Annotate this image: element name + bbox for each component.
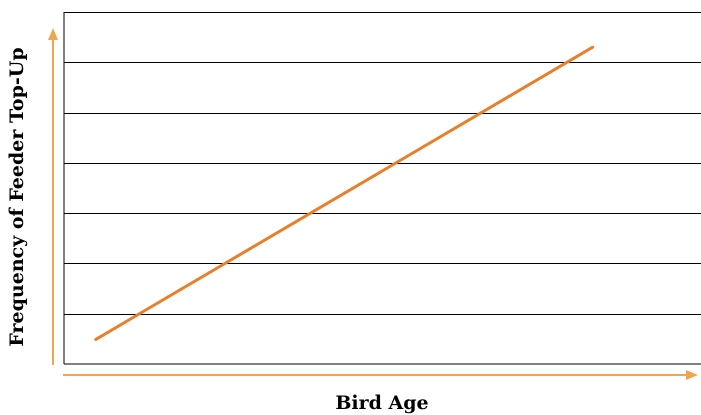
series-line [94, 45, 595, 341]
series-layer [94, 45, 595, 341]
x-axis-arrow [63, 370, 698, 380]
y-axis-title: Frequency of Feeder Top-Up [6, 47, 28, 346]
y-axis-arrow [48, 28, 58, 365]
x-axis-title: Bird Age [335, 392, 428, 414]
gridlines [64, 12, 701, 315]
